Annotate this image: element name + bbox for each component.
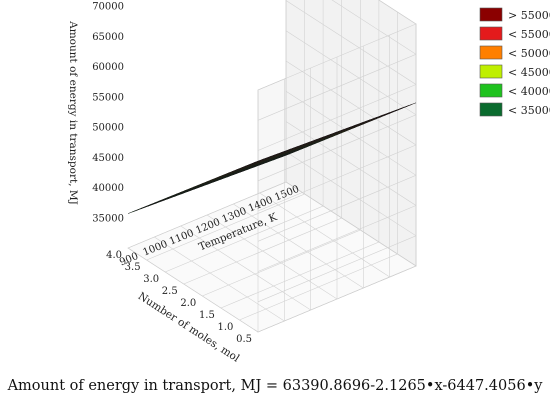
legend-label: > 55000 bbox=[508, 9, 550, 22]
legend-swatch bbox=[479, 83, 503, 98]
grid-line bbox=[127, 0, 287, 249]
surface-plot bbox=[127, 102, 417, 214]
legend-label: < 35000 bbox=[508, 104, 550, 117]
legend-swatch bbox=[479, 102, 503, 117]
legend-swatch bbox=[479, 64, 503, 79]
y-tick-label: 1.5 bbox=[199, 310, 215, 321]
y-tick-label: 1.0 bbox=[218, 322, 234, 333]
grid-line bbox=[202, 0, 361, 297]
legend-swatch bbox=[479, 26, 503, 41]
chart-walls bbox=[127, 0, 417, 333]
z-axis-label: Amount of energy in transport, MJ bbox=[67, 20, 79, 205]
legend-label: < 50000 bbox=[508, 47, 550, 60]
legend-swatch bbox=[479, 45, 503, 60]
equation-caption: Amount of energy in transport, MJ = 6339… bbox=[7, 378, 543, 394]
legend-label: < 45000 bbox=[508, 66, 550, 79]
grid-line bbox=[164, 0, 324, 273]
z-tick-label: 50000 bbox=[92, 123, 124, 134]
grid-line bbox=[257, 24, 417, 333]
y-tick-label: 3.5 bbox=[125, 262, 141, 273]
z-tick-label: 35000 bbox=[92, 213, 124, 224]
legend-label: < 40000 bbox=[508, 85, 550, 98]
grid-line bbox=[183, 0, 343, 285]
y-tick-label: 2.5 bbox=[162, 286, 178, 297]
z-tick-label: 65000 bbox=[92, 32, 124, 43]
y-tick-label: 4.0 bbox=[106, 250, 122, 261]
grid-line bbox=[239, 12, 398, 321]
y-tick-label: 3.0 bbox=[143, 274, 159, 285]
z-tick-label: 70000 bbox=[92, 2, 124, 13]
surface-cell bbox=[279, 153, 291, 158]
z-tick-label: 55000 bbox=[92, 92, 124, 103]
legend-label: < 55000 bbox=[508, 28, 550, 41]
y-tick-label: 2.0 bbox=[180, 298, 196, 309]
legend-swatch bbox=[479, 7, 503, 22]
z-tick-label: 45000 bbox=[92, 153, 124, 164]
axis-ticks: 35000 40000 45000 50000 55000 60000 65000 70000… bbox=[92, 2, 301, 346]
y-tick-label: 0.5 bbox=[236, 334, 252, 345]
legend: > 55000 < 55000 < 50000 < 45000 < 40000 < 350… bbox=[479, 7, 550, 117]
surface-chart: 35000 40000 45000 50000 55000 60000 65000 70000… bbox=[67, 0, 550, 365]
grid-line bbox=[146, 0, 305, 261]
z-tick-label: 40000 bbox=[92, 183, 124, 194]
z-tick-label: 60000 bbox=[92, 62, 124, 73]
grid-line bbox=[220, 0, 380, 309]
